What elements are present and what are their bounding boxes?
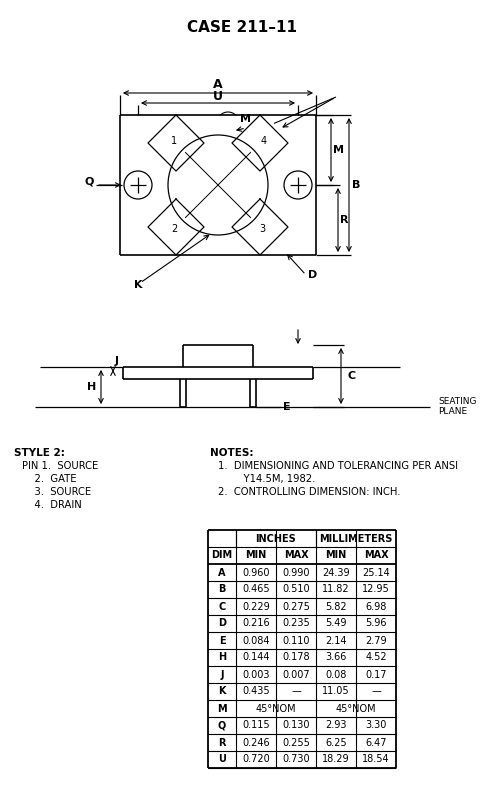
Text: 0.990: 0.990 xyxy=(282,568,309,578)
Text: 0.235: 0.235 xyxy=(282,619,309,629)
Text: SEATING: SEATING xyxy=(437,397,475,407)
Text: 0.08: 0.08 xyxy=(325,670,346,680)
Text: 0.229: 0.229 xyxy=(242,601,269,612)
Text: 3.  SOURCE: 3. SOURCE xyxy=(22,487,91,497)
Text: 4: 4 xyxy=(260,136,267,146)
Text: 2.  GATE: 2. GATE xyxy=(22,474,76,484)
Text: MIN: MIN xyxy=(245,550,266,560)
Text: M: M xyxy=(240,114,251,124)
Text: Q: Q xyxy=(217,721,226,731)
Text: K: K xyxy=(134,280,142,290)
Text: 11.05: 11.05 xyxy=(321,687,349,696)
Text: Y14.5M, 1982.: Y14.5M, 1982. xyxy=(227,474,315,484)
Text: 0.730: 0.730 xyxy=(282,754,309,765)
Text: INCHES: INCHES xyxy=(255,534,296,543)
Text: E: E xyxy=(218,636,225,645)
Text: R: R xyxy=(218,737,225,747)
Text: 0.216: 0.216 xyxy=(242,619,269,629)
Text: 3: 3 xyxy=(258,224,265,234)
Text: J: J xyxy=(115,356,119,366)
Text: 0.510: 0.510 xyxy=(282,585,309,594)
Text: 0.17: 0.17 xyxy=(364,670,386,680)
Text: J: J xyxy=(220,670,223,680)
Text: 0.960: 0.960 xyxy=(242,568,269,578)
Text: 0.246: 0.246 xyxy=(242,737,269,747)
Text: 0.435: 0.435 xyxy=(242,687,269,696)
Text: C: C xyxy=(348,371,355,381)
Text: A: A xyxy=(213,78,222,92)
Text: 0.003: 0.003 xyxy=(242,670,269,680)
Text: 0.007: 0.007 xyxy=(282,670,309,680)
Text: C: C xyxy=(218,601,225,612)
Text: 6.25: 6.25 xyxy=(324,737,346,747)
Text: 2.79: 2.79 xyxy=(364,636,386,645)
Text: B: B xyxy=(218,585,225,594)
Text: 0.144: 0.144 xyxy=(242,652,269,663)
Text: 5.82: 5.82 xyxy=(324,601,346,612)
Text: DIM: DIM xyxy=(211,550,232,560)
Text: 0.275: 0.275 xyxy=(282,601,309,612)
Text: U: U xyxy=(212,89,223,103)
Text: 5.49: 5.49 xyxy=(325,619,346,629)
Text: 25.14: 25.14 xyxy=(362,568,389,578)
Text: 5.96: 5.96 xyxy=(364,619,386,629)
Text: 4.  DRAIN: 4. DRAIN xyxy=(22,500,82,510)
Text: M: M xyxy=(217,703,227,714)
Text: U: U xyxy=(218,754,226,765)
Text: 1: 1 xyxy=(170,136,177,146)
Text: 2.14: 2.14 xyxy=(325,636,346,645)
Text: 18.29: 18.29 xyxy=(321,754,349,765)
Text: 4.52: 4.52 xyxy=(364,652,386,663)
Text: 12.95: 12.95 xyxy=(362,585,389,594)
Text: K: K xyxy=(218,687,225,696)
Text: —: — xyxy=(290,687,300,696)
Text: 0.178: 0.178 xyxy=(282,652,309,663)
Text: 2.93: 2.93 xyxy=(325,721,346,731)
Text: 18.54: 18.54 xyxy=(362,754,389,765)
Text: PIN 1.  SOURCE: PIN 1. SOURCE xyxy=(22,461,98,471)
Text: 3.30: 3.30 xyxy=(364,721,386,731)
Text: 2: 2 xyxy=(170,224,177,234)
Text: NOTES:: NOTES: xyxy=(210,448,253,458)
Text: 3.66: 3.66 xyxy=(325,652,346,663)
Text: R: R xyxy=(339,215,348,225)
Text: M: M xyxy=(333,145,344,155)
Text: B: B xyxy=(351,180,360,190)
Text: 0.110: 0.110 xyxy=(282,636,309,645)
Text: 0.115: 0.115 xyxy=(242,721,269,731)
Text: D: D xyxy=(217,619,226,629)
Text: 11.82: 11.82 xyxy=(321,585,349,594)
Text: MAX: MAX xyxy=(363,550,388,560)
Text: 24.39: 24.39 xyxy=(321,568,349,578)
Text: PLANE: PLANE xyxy=(437,407,466,417)
Text: MILLIMETERS: MILLIMETERS xyxy=(318,534,392,543)
Text: H: H xyxy=(217,652,226,663)
Text: 0.130: 0.130 xyxy=(282,721,309,731)
Text: A: A xyxy=(218,568,225,578)
Text: 6.47: 6.47 xyxy=(364,737,386,747)
Text: 0.084: 0.084 xyxy=(242,636,269,645)
Text: 0.465: 0.465 xyxy=(242,585,269,594)
Text: 0.255: 0.255 xyxy=(282,737,309,747)
Text: Q: Q xyxy=(84,176,94,186)
Text: 2.  CONTROLLING DIMENSION: INCH.: 2. CONTROLLING DIMENSION: INCH. xyxy=(217,487,400,497)
Text: D: D xyxy=(307,270,317,280)
Text: 45°NOM: 45°NOM xyxy=(255,703,296,714)
Text: —: — xyxy=(370,687,380,696)
Text: 1.  DIMENSIONING AND TOLERANCING PER ANSI: 1. DIMENSIONING AND TOLERANCING PER ANSI xyxy=(217,461,457,471)
Text: 45°NOM: 45°NOM xyxy=(335,703,376,714)
Text: MIN: MIN xyxy=(325,550,346,560)
Text: E: E xyxy=(283,402,290,412)
Text: MAX: MAX xyxy=(283,550,308,560)
Text: 0.720: 0.720 xyxy=(242,754,269,765)
Text: CASE 211–11: CASE 211–11 xyxy=(187,20,296,35)
Text: STYLE 2:: STYLE 2: xyxy=(14,448,65,458)
Text: 6.98: 6.98 xyxy=(364,601,386,612)
Text: H: H xyxy=(87,382,96,392)
